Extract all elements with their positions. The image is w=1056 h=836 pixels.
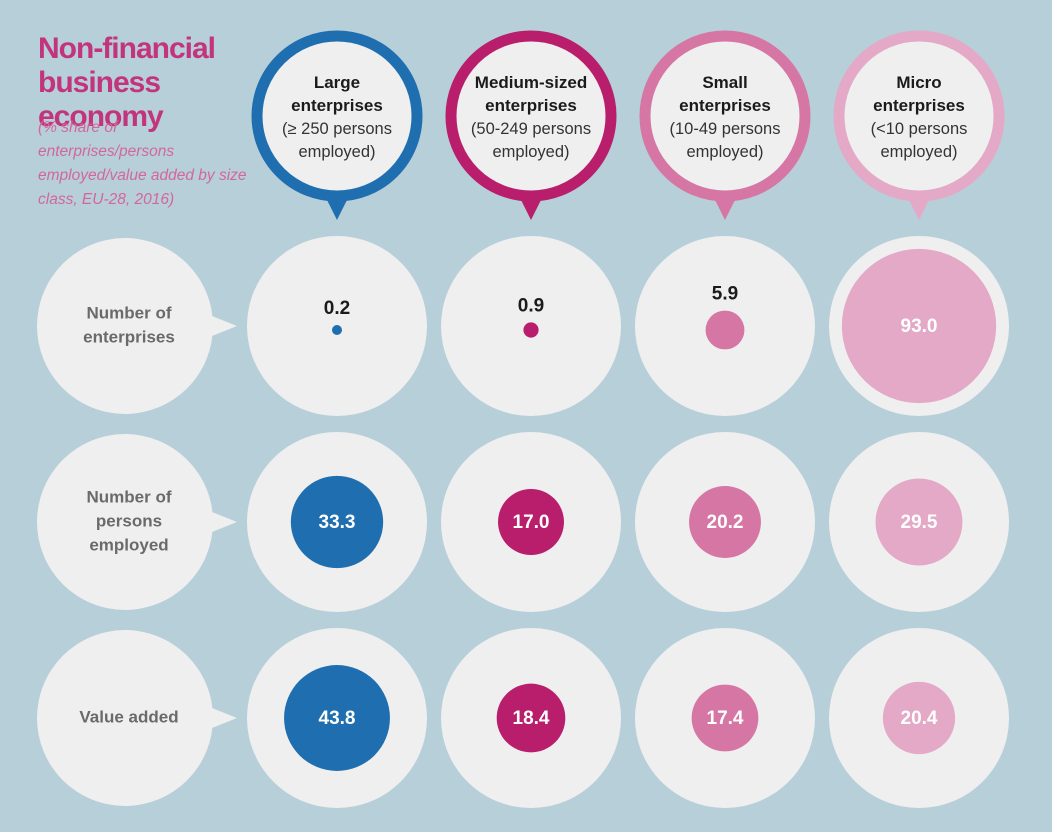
- column-header-3: Small enterprises (10-49 persons employed): [639, 30, 811, 220]
- header-title-line: enterprises: [679, 96, 771, 115]
- value-circle: [284, 665, 390, 771]
- value-label: 20.4: [901, 708, 938, 729]
- value-circle: [496, 683, 566, 753]
- value-cell: 0.9: [441, 236, 621, 416]
- chart-subtitle: (% share of enterprises/persons employed…: [38, 119, 247, 208]
- row-label-bubble: [37, 434, 213, 610]
- column-header-2: Medium-sized enterprises (50-249 persons em…: [445, 30, 617, 220]
- value-cell: 20.4: [829, 628, 1009, 808]
- header-title-line: enterprises: [485, 96, 577, 115]
- row-label-text: Number of: [87, 487, 172, 506]
- value-cell: 17.0: [441, 432, 621, 612]
- value-circle: [498, 489, 564, 555]
- value-circle: [290, 475, 384, 569]
- value-circle: [523, 322, 539, 338]
- row-label-pointer: [207, 510, 237, 534]
- header-detail-line: (≥ 250 persons: [282, 120, 392, 138]
- value-cell: 33.3: [247, 432, 427, 612]
- header-title-line: Micro: [896, 73, 941, 92]
- value-circle: [875, 478, 963, 566]
- value-cell: 43.8: [247, 628, 427, 808]
- header-detail-line: (<10 persons: [871, 120, 968, 138]
- value-cell: 18.4: [441, 628, 621, 808]
- value-cell: 93.0: [829, 236, 1009, 416]
- column-header-1: Large enterprises (≥ 250 persons employed): [251, 30, 423, 220]
- value-label: 0.2: [324, 298, 350, 319]
- row-label-2: Number of persons employed: [37, 434, 237, 610]
- header-bubble: [251, 30, 423, 202]
- value-circle: [705, 310, 745, 350]
- value-circle: [691, 684, 759, 752]
- header-detail-line: employed): [298, 143, 375, 161]
- value-label: 29.5: [901, 512, 938, 533]
- header-title-line: Medium-sized: [475, 73, 587, 92]
- header-bubble: [833, 30, 1005, 202]
- value-cell: 5.9: [635, 236, 815, 416]
- chart-title: Non-financial business economy: [38, 32, 216, 133]
- value-label: 17.4: [707, 708, 744, 729]
- header-detail-line: employed): [492, 143, 569, 161]
- row-label-text: Value added: [79, 707, 178, 726]
- row-label-bubble: [37, 238, 213, 414]
- column-header-4: Micro enterprises (<10 persons employed): [833, 30, 1005, 220]
- header-bubble: [445, 30, 617, 202]
- header-title-line: enterprises: [873, 96, 965, 115]
- header-detail-line: (50-249 persons: [471, 120, 591, 138]
- value-label: 18.4: [513, 708, 550, 729]
- header-title-line: Small: [702, 73, 747, 92]
- header-detail-line: employed): [880, 143, 957, 161]
- value-circle: [841, 248, 997, 404]
- header-detail-line: employed): [686, 143, 763, 161]
- row-label-pointer: [207, 706, 237, 730]
- header-bubble: [639, 30, 811, 202]
- row-label-text: enterprises: [83, 327, 175, 346]
- value-circle: [332, 325, 342, 335]
- row-label-3: Value added: [37, 630, 237, 806]
- header-detail-line: (10-49 persons: [670, 120, 781, 138]
- row-label-pointer: [207, 314, 237, 338]
- row-label-text: Number of: [87, 303, 172, 322]
- value-label: 43.8: [319, 708, 356, 729]
- value-circle: [689, 486, 761, 558]
- header-title-line: Large: [314, 73, 360, 92]
- header-title-line: enterprises: [291, 96, 383, 115]
- row-label-text: employed: [89, 535, 168, 554]
- value-cell: 29.5: [829, 432, 1009, 612]
- value-label: 33.3: [319, 512, 356, 533]
- row-label-bubble: [37, 630, 213, 806]
- row-label-text: persons: [96, 511, 162, 530]
- value-label: 93.0: [901, 316, 938, 337]
- value-label: 17.0: [513, 512, 550, 533]
- row-label-1: Number of enterprises: [37, 238, 237, 414]
- value-cell: 0.2: [247, 236, 427, 416]
- value-label: 20.2: [707, 512, 744, 533]
- value-label: 5.9: [712, 284, 738, 305]
- value-cell: 17.4: [635, 628, 815, 808]
- value-cell: 20.2: [635, 432, 815, 612]
- value-label: 0.9: [518, 295, 544, 316]
- value-circle: [882, 681, 956, 755]
